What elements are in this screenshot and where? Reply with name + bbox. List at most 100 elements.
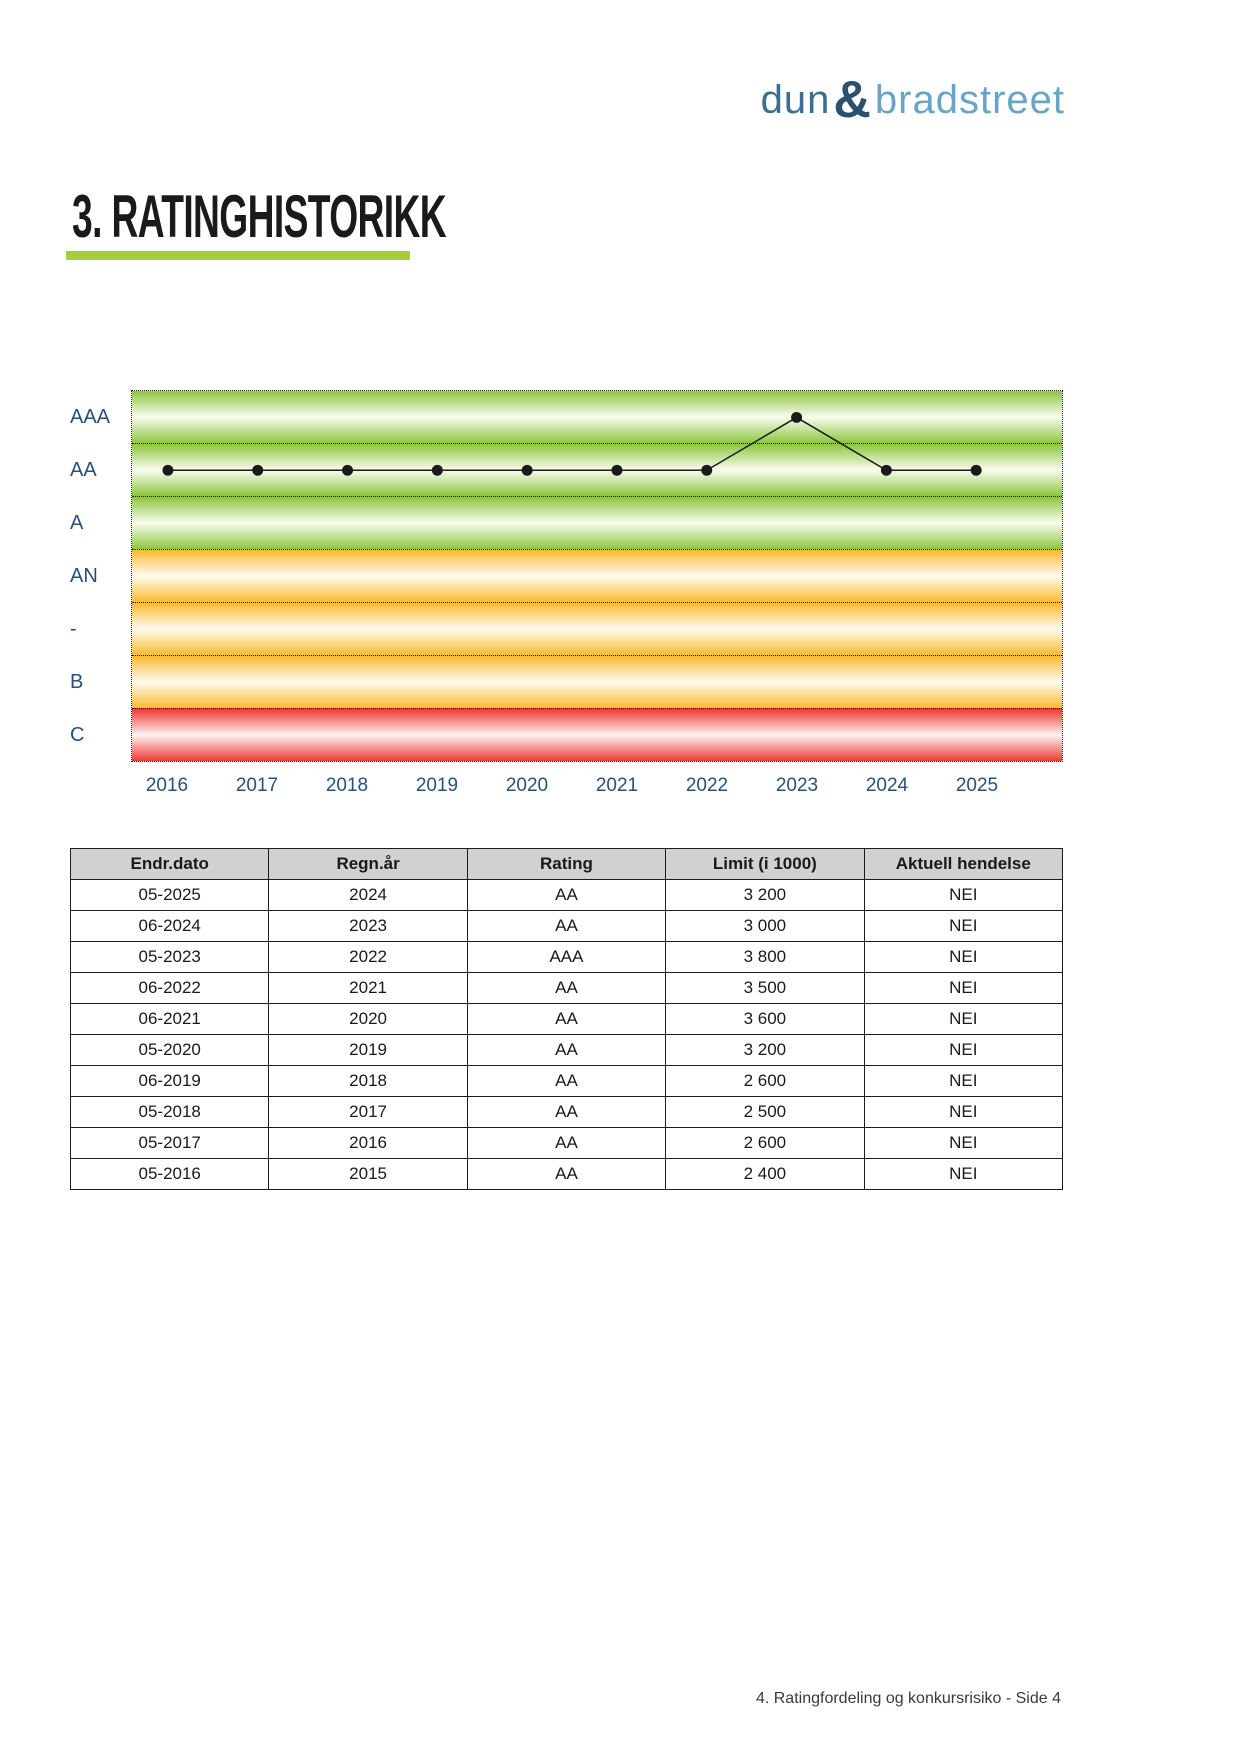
table-row: 05-2025 2024 AA 3 200 NEI [69,879,1064,911]
table-cell: AA [466,1034,667,1066]
table-cell: NEI [863,1003,1064,1035]
table-cell: 2019 [268,1034,468,1066]
table-cell: AA [466,910,667,942]
table-cell: 06-2022 [69,972,270,1004]
table-cell: 3 800 [665,941,865,973]
rating-band-AN [132,549,1062,602]
table-cell: 3 600 [665,1003,865,1035]
page-title: 3. RATINGHISTORIKK [72,183,447,250]
x-axis-label-2022: 2022 [685,775,729,796]
table-cell: 05-2025 [69,879,270,911]
table-row: 05-2016 2015 AA 2 400 NEI [69,1158,1064,1190]
table-cell: AA [466,1127,667,1159]
table-cell: 2015 [268,1158,468,1190]
table-cell: NEI [863,1034,1064,1066]
table-cell: 3 000 [665,910,865,942]
table-cell: AA [466,1158,667,1190]
table-cell: 2 600 [665,1127,865,1159]
y-axis-label-AN: AN [70,565,98,587]
x-axis-label-2023: 2023 [775,775,819,796]
plot-area [131,390,1063,762]
column-header-4: Aktuell hendelse [863,848,1064,880]
table-cell: 3 500 [665,972,865,1004]
column-header-3: Limit (i 1000) [665,848,865,880]
table-cell: 2023 [268,910,468,942]
table-cell: NEI [863,941,1064,973]
table-cell: NEI [863,1096,1064,1128]
table-cell: 05-2017 [69,1127,270,1159]
x-axis-label-2021: 2021 [595,775,639,796]
data-point-2021 [611,464,623,476]
y-axis-label-C: C [70,724,85,747]
table-row: 05-2020 2019 AA 3 200 NEI [69,1034,1064,1066]
y-axis-label-A: A [70,511,84,534]
logo-text-dun: dun [760,78,831,122]
table-cell: NEI [863,1158,1064,1190]
data-point-2025 [970,464,982,476]
table-cell: NEI [863,1127,1064,1159]
data-point-2016 [162,464,174,476]
table-row: 05-2023 2022 AAA 3 800 NEI [69,941,1064,973]
table-cell: 2 400 [665,1158,865,1190]
x-axis-label-2025: 2025 [955,775,999,796]
table-cell: 05-2023 [69,941,270,973]
x-axis-label-2019: 2019 [415,775,459,796]
table-cell: 05-2016 [69,1158,270,1190]
table-cell: 2020 [268,1003,468,1035]
data-point-2022 [701,464,713,476]
rating-band-AAA [132,391,1062,443]
x-axis-label-2016: 2016 [145,775,189,796]
table-row: 05-2018 2017 AA 2 500 NEI [69,1096,1064,1128]
table-cell: 05-2018 [69,1096,270,1128]
rating-band-B [132,655,1062,708]
table-cell: 2 600 [665,1065,865,1097]
table-cell: 2024 [268,879,468,911]
table-cell: 2021 [268,972,468,1004]
table-cell: AA [466,879,667,911]
table-cell: 2017 [268,1096,468,1128]
column-header-1: Regn.år [268,848,468,880]
column-header-2: Rating [466,848,667,880]
data-point-2023 [791,411,803,423]
table-cell: AAA [466,941,667,973]
table-cell: 2016 [268,1127,468,1159]
logo-text-bradstreet: bradstreet [874,78,1065,122]
rating-line-chart [162,411,982,476]
table-cell: NEI [863,879,1064,911]
table-cell: 2 500 [665,1096,865,1128]
table-body: 05-2025 2024 AA 3 200 NEI 06-2024 2023 AA 3 000 N… [69,879,1064,1190]
data-point-2018 [342,464,354,476]
y-axis-label-AAA: AAA [70,405,111,428]
table-row: 06-2024 2023 AA 3 000 NEI [69,910,1064,942]
dun-bradstreet-logo: dun & bradstreet [760,70,1065,126]
title-underline [66,251,410,260]
x-axis-label-2024: 2024 [865,775,909,796]
table-row: 06-2022 2021 AA 3 500 NEI [69,972,1064,1004]
table-cell: 3 200 [665,1034,865,1066]
y-axis-label--: - [70,618,77,641]
x-axis-label-2020: 2020 [505,775,549,796]
column-header-0: Endr.dato [69,848,270,880]
y-axis-label-AA: AA [70,458,97,481]
table-row: 06-2019 2018 AA 2 600 NEI [69,1065,1064,1097]
rating-band-AA [132,443,1062,496]
rating-history-table: Endr.dato Regn.år Rating Limit (i 1000) Aktu… [69,848,1064,1190]
table-cell: NEI [863,972,1064,1004]
table-row: 05-2017 2016 AA 2 600 NEI [69,1127,1064,1159]
table-cell: 06-2021 [69,1003,270,1035]
data-point-2024 [880,464,892,476]
x-axis-label-2017: 2017 [235,775,279,796]
table-cell: AA [466,1065,667,1097]
table-cell: AA [466,1003,667,1035]
table-cell: NEI [863,1065,1064,1097]
rating-series-line [167,416,977,472]
table-row: 06-2021 2020 AA 3 600 NEI [69,1003,1064,1035]
table-cell: NEI [863,910,1064,942]
table-cell: 05-2020 [69,1034,270,1066]
rating-band-C [132,708,1062,761]
table-cell: AA [466,1096,667,1128]
data-point-2020 [521,464,533,476]
data-point-2019 [431,464,443,476]
table-cell: AA [466,972,667,1004]
